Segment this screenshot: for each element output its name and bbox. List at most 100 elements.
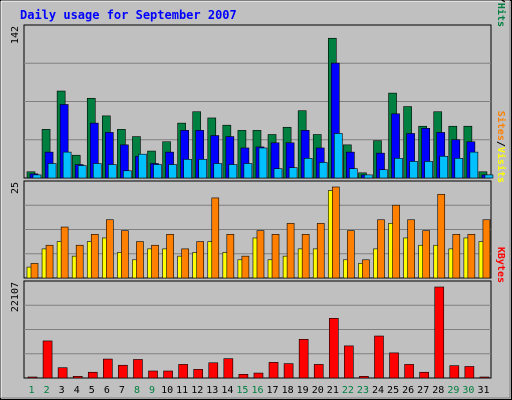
sites-bar-19 — [301, 234, 310, 279]
sites-bar-18 — [286, 223, 295, 279]
day-label-20: 20 — [312, 385, 324, 396]
sites-bar-6 — [106, 219, 114, 279]
chart-title: Daily usage for September 2007 — [20, 8, 237, 22]
kbytes-bar-30 — [464, 366, 475, 379]
panel-visits-max-label: 25 — [10, 182, 21, 194]
sites-bar-30 — [467, 234, 476, 279]
kbytes-bar-28 — [434, 286, 445, 379]
day-label-28: 28 — [432, 385, 444, 396]
day-label-12: 12 — [191, 385, 203, 396]
panel-kbytes-max-label: 22107 — [10, 282, 21, 312]
day-label-16: 16 — [251, 385, 263, 396]
kbytes-bar-4 — [72, 376, 83, 379]
pages-bar-14 — [228, 164, 238, 179]
kbytes-bar-16 — [253, 372, 264, 379]
day-label-22: 22 — [342, 385, 354, 396]
sites-bar-1 — [30, 263, 39, 279]
pages-bar-7 — [123, 170, 132, 179]
day-label-9: 9 — [149, 385, 155, 396]
kbytes-bar-12 — [193, 369, 204, 379]
legend-visits: Visits — [495, 147, 507, 183]
kbytes-bar-17 — [268, 362, 279, 379]
pages-bar-11 — [183, 159, 192, 179]
pages-bar-19 — [303, 158, 313, 179]
panel-visits-legend: Sites/Visits — [495, 111, 507, 183]
day-label-24: 24 — [372, 385, 384, 396]
kbytes-bar-22 — [344, 345, 354, 379]
day-label-26: 26 — [402, 385, 414, 396]
pages-bar-16 — [258, 147, 268, 179]
pages-bar-29 — [454, 158, 464, 179]
day-label-7: 7 — [119, 385, 125, 396]
panel-hits-max-label: 142 — [10, 26, 21, 44]
sites-bar-13 — [211, 197, 220, 279]
pages-bar-18 — [288, 167, 298, 179]
day-label-18: 18 — [282, 385, 294, 396]
pages-bar-2 — [47, 163, 57, 179]
panel-hits: 142 Pages/Files/Hits — [10, 0, 507, 179]
kbytes-bar-2 — [42, 340, 53, 379]
panel-kbytes-legend: KBytes — [495, 247, 506, 283]
day-label-1: 1 — [29, 385, 35, 396]
day-label-13: 13 — [206, 385, 218, 396]
day-label-17: 17 — [267, 385, 279, 396]
day-label-5: 5 — [89, 385, 95, 396]
sites-bar-16 — [256, 230, 265, 279]
day-labels: 1 2 3 4 5 6 7 8 9 10 11 12 13 14 15 16 17 18 19 20 21 22 23 24 2… — [29, 385, 490, 396]
pages-bar-27 — [424, 161, 433, 179]
pages-bar-6 — [108, 164, 117, 179]
kbytes-bar-24 — [374, 335, 384, 379]
legend-hits: Hits — [495, 3, 507, 27]
kbytes-bar-6 — [103, 358, 113, 379]
pages-bar-24 — [379, 169, 388, 179]
pages-bar-8 — [138, 153, 147, 179]
sites-bar-21 — [331, 186, 340, 279]
legend-kbytes: KBytes — [495, 247, 506, 283]
pages-bar-21 — [333, 133, 343, 179]
kbytes-bar-27 — [419, 371, 429, 379]
sites-bar-11 — [181, 248, 189, 279]
day-label-21: 21 — [327, 385, 339, 396]
sites-bar-5 — [90, 234, 99, 279]
pages-bar-20 — [318, 162, 328, 179]
sites-bar-7 — [121, 230, 129, 279]
sites-bar-24 — [377, 219, 385, 279]
day-label-27: 27 — [417, 385, 429, 396]
day-label-30: 30 — [462, 385, 474, 396]
series-kbytes — [27, 286, 490, 379]
pages-bar-1 — [32, 174, 42, 179]
day-label-8: 8 — [134, 385, 140, 396]
legend-separator: / — [495, 0, 506, 3]
day-label-11: 11 — [176, 385, 188, 396]
kbytes-bar-13 — [208, 362, 219, 379]
sites-bar-3 — [60, 226, 69, 279]
kbytes-bar-1 — [27, 376, 38, 379]
sites-bar-8 — [136, 241, 144, 279]
day-label-10: 10 — [161, 385, 173, 396]
sites-bar-17 — [271, 234, 280, 279]
day-label-14: 14 — [221, 385, 233, 396]
kbytes-bar-31 — [479, 376, 490, 379]
kbytes-bar-3 — [57, 367, 68, 379]
kbytes-bar-8 — [133, 359, 143, 379]
sites-bar-27 — [422, 230, 430, 279]
sites-bar-20 — [316, 223, 325, 279]
day-label-3: 3 — [59, 385, 65, 396]
day-label-4: 4 — [74, 385, 80, 396]
pages-bar-23 — [364, 174, 373, 179]
pages-bar-3 — [62, 151, 72, 179]
sites-bar-2 — [45, 244, 54, 279]
sites-bar-29 — [452, 234, 461, 279]
day-label-23: 23 — [357, 385, 369, 396]
kbytes-bar-26 — [404, 364, 414, 379]
sites-bar-28 — [437, 193, 446, 279]
sites-bar-15 — [241, 255, 250, 279]
kbytes-bar-5 — [87, 371, 98, 379]
day-label-25: 25 — [387, 385, 399, 396]
kbytes-bar-7 — [118, 364, 128, 379]
pages-bar-25 — [394, 158, 403, 179]
kbytes-bar-20 — [313, 364, 324, 379]
day-label-29: 29 — [447, 385, 459, 396]
pages-bar-5 — [92, 163, 102, 179]
pages-bar-28 — [439, 155, 449, 179]
